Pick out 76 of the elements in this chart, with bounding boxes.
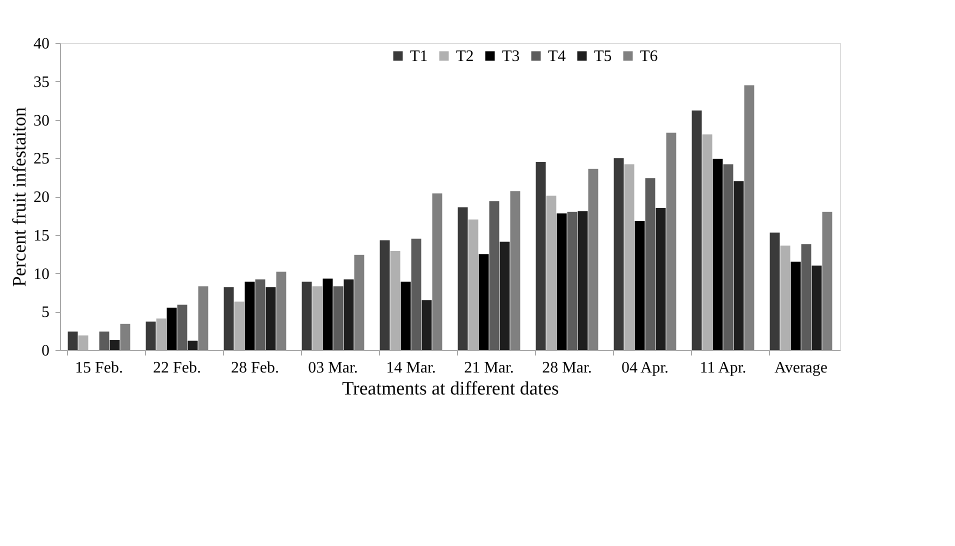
y-tick-label: 20 (34, 189, 50, 206)
y-tick-label: 30 (34, 112, 50, 130)
bar (255, 279, 266, 350)
bar (478, 254, 489, 350)
bar (244, 282, 255, 350)
y-tick-label: 0 (42, 342, 50, 360)
bar (302, 282, 312, 350)
bar (578, 211, 588, 350)
bar (166, 308, 177, 350)
bar (692, 110, 702, 350)
bar (790, 262, 801, 350)
y-tick-label: 40 (34, 36, 50, 52)
y-tick-label: 25 (34, 150, 50, 168)
bar (801, 244, 812, 350)
x-tick-label: 22 Feb. (153, 360, 201, 376)
bar (198, 286, 208, 350)
legend-label: T2 (456, 48, 474, 65)
x-tick-label: 11 Apr. (700, 360, 746, 376)
bar (822, 212, 832, 350)
bar (489, 201, 500, 350)
legend-label: T4 (548, 48, 566, 65)
bar (432, 193, 442, 350)
bar (734, 181, 744, 350)
bar (68, 332, 78, 350)
bar (354, 254, 364, 350)
x-axis-title: Treatments at different dates (342, 378, 559, 400)
bar (567, 212, 578, 350)
bar (812, 266, 822, 350)
bar (411, 238, 422, 350)
bar (276, 272, 286, 350)
bar (634, 221, 645, 350)
x-tick-label: 28 Mar. (542, 360, 592, 376)
bar (333, 286, 344, 350)
bar (177, 304, 188, 350)
bar (723, 164, 734, 350)
legend-label: T1 (410, 48, 428, 65)
bar (588, 168, 598, 350)
bar (536, 162, 546, 350)
bar (770, 232, 780, 350)
bar (224, 287, 234, 350)
legend-label: T6 (640, 48, 658, 65)
bar (510, 191, 520, 350)
bar (120, 324, 130, 350)
x-tick-label: 14 Mar. (386, 360, 436, 376)
x-tick-label: Average (774, 360, 828, 376)
x-tick-label: 15 Feb. (75, 360, 123, 376)
bar (656, 208, 666, 350)
x-tick-label: 04 Apr. (621, 360, 669, 376)
x-tick-label: 28 Feb. (231, 360, 279, 376)
y-tick-label: 15 (34, 227, 50, 244)
bar (744, 85, 754, 350)
bar (110, 340, 120, 350)
bar (322, 278, 333, 350)
bar (458, 207, 468, 350)
x-tick-label: 03 Mar. (308, 360, 358, 376)
bar (712, 158, 723, 350)
bar (146, 322, 156, 350)
bar (422, 300, 432, 350)
y-axis-title: Percent fruit infestaiton (10, 106, 30, 287)
bar (99, 332, 110, 350)
bar (614, 158, 624, 350)
bar (380, 240, 390, 350)
bar (666, 132, 676, 350)
legend-label: T3 (502, 48, 520, 65)
bar (500, 242, 510, 350)
bar (400, 282, 411, 350)
bar (344, 279, 354, 350)
y-tick-label: 35 (34, 74, 50, 91)
bar (188, 340, 198, 350)
y-tick-label: 10 (34, 266, 50, 283)
x-tick-label: 21 Mar. (464, 360, 514, 376)
bar (645, 178, 656, 350)
legend-label: T5 (594, 48, 612, 65)
y-tick-label: 5 (42, 304, 50, 322)
bar (556, 213, 567, 350)
bar (266, 287, 276, 350)
